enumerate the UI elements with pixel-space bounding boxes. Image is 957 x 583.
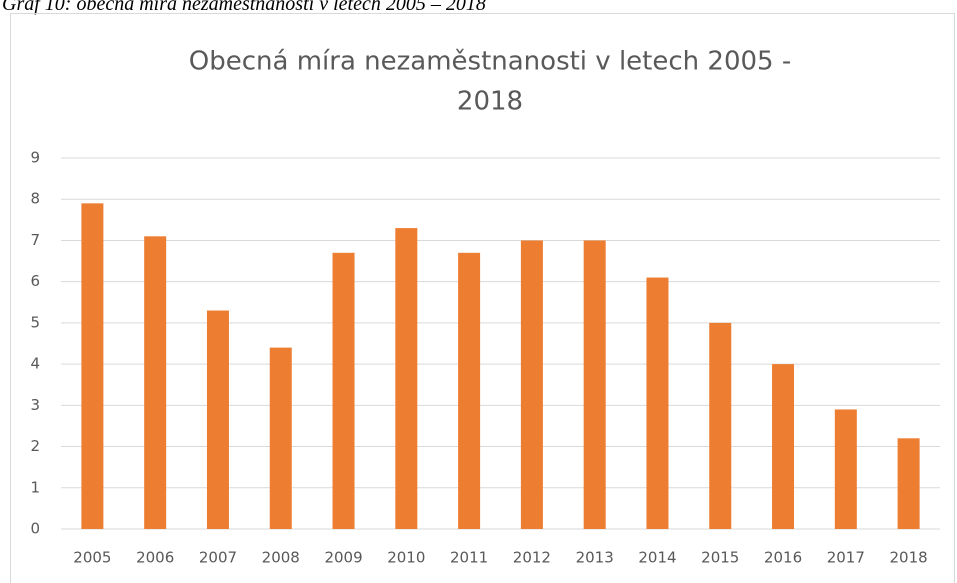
y-tick-label: 5 [30, 313, 40, 331]
caption: Graf 10: obecná míra nezaměstnanosti v l… [2, 0, 486, 15]
x-tick-label: 2014 [638, 549, 676, 567]
x-tick-label: 2007 [199, 549, 237, 567]
y-tick-label: 2 [30, 437, 40, 455]
bar [332, 252, 355, 530]
x-tick-label: 2015 [701, 549, 739, 567]
x-tick-label: 2016 [764, 549, 802, 567]
bar [458, 252, 481, 530]
y-tick-label: 3 [30, 396, 40, 414]
bar [81, 203, 104, 529]
x-tick-label: 2005 [73, 549, 111, 567]
bar [206, 310, 229, 529]
bar [395, 228, 418, 530]
y-tick-label: 6 [30, 272, 40, 290]
x-tick-label: 2006 [136, 549, 174, 567]
y-tick-label: 9 [30, 149, 40, 167]
x-tick-label: 2011 [450, 549, 488, 567]
x-tick-label: 2009 [324, 549, 362, 567]
x-tick-label: 2018 [890, 549, 928, 567]
bar [583, 240, 606, 529]
bar [709, 322, 732, 529]
bar [144, 236, 167, 530]
x-tick-label: 2010 [387, 549, 425, 567]
x-tick-label: 2017 [827, 549, 865, 567]
y-tick-label: 7 [30, 231, 40, 249]
y-tick-label: 0 [30, 520, 40, 538]
x-tick-label: 2012 [513, 549, 551, 567]
x-tick-label: 2008 [262, 549, 300, 567]
x-tick-label: 2013 [576, 549, 614, 567]
y-tick-label: 4 [30, 355, 40, 373]
bar [772, 364, 795, 529]
y-tick-label: 1 [30, 478, 40, 496]
chart-title: 2018 [457, 87, 523, 117]
bar [897, 438, 920, 529]
chart-title: Obecná míra nezaměstnanosti v letech 200… [189, 47, 791, 77]
chart-frame [10, 13, 955, 583]
bar [834, 409, 857, 529]
bar [646, 277, 669, 529]
bar [269, 347, 292, 529]
y-tick-label: 8 [30, 190, 40, 208]
bar [520, 240, 543, 529]
